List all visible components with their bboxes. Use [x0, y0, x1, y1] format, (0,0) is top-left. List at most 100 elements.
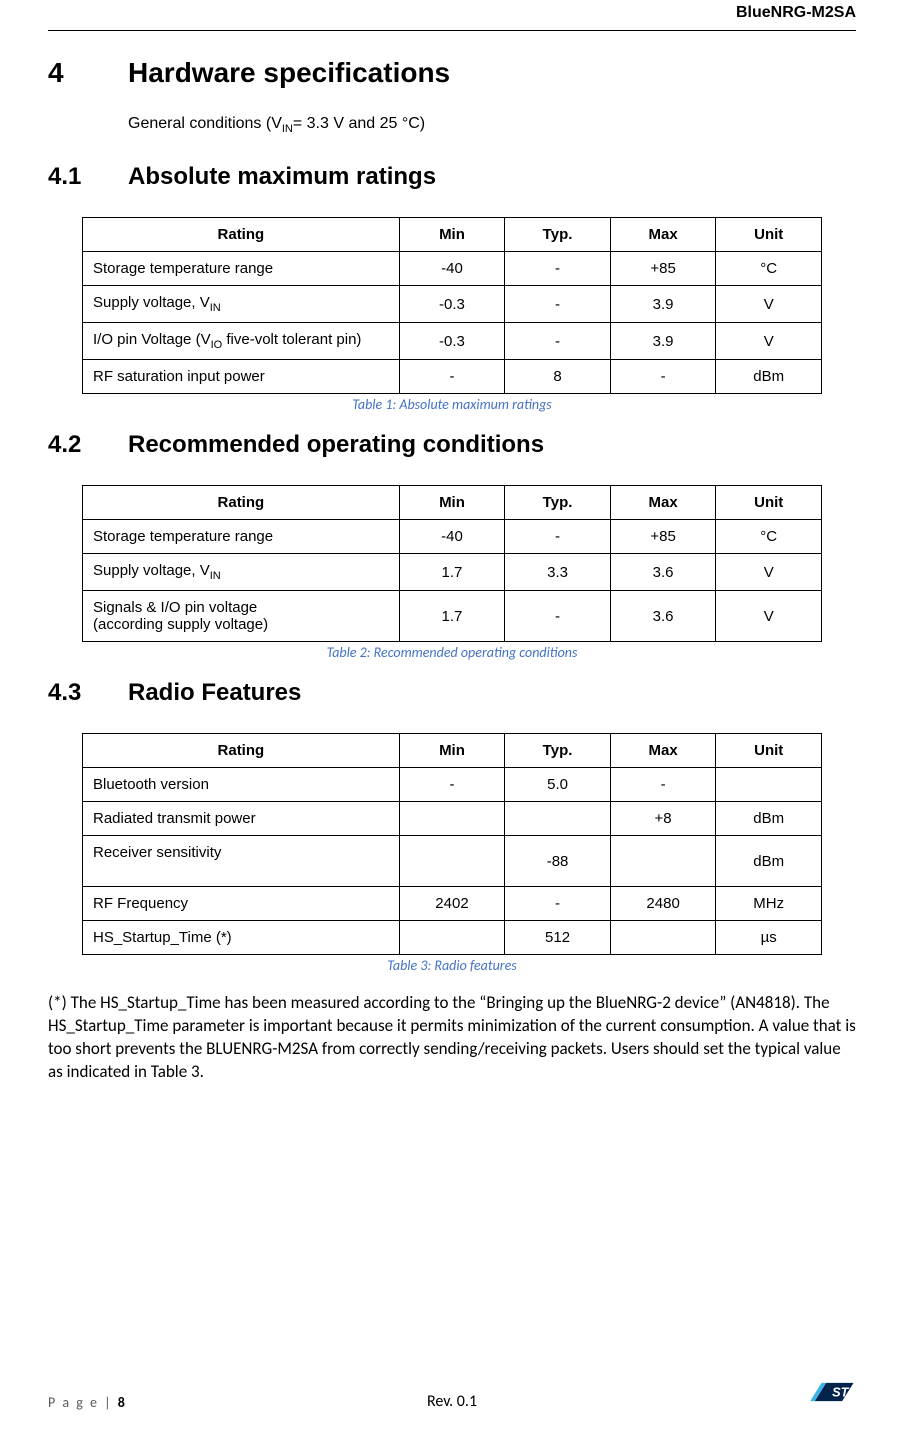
section-title: Radio Features — [128, 679, 301, 707]
rating-cell: RF saturation input power — [83, 360, 400, 394]
max-cell: 3.9 — [610, 286, 716, 323]
max-cell: 3.9 — [610, 323, 716, 360]
column-header: Unit — [716, 734, 822, 768]
section-title: Recommended operating conditions — [128, 431, 544, 459]
typ-cell: 512 — [505, 921, 611, 955]
column-header: Typ. — [505, 486, 611, 520]
unit-cell: V — [716, 286, 822, 323]
min-cell: 1.7 — [399, 591, 505, 642]
column-header: Max — [610, 734, 716, 768]
unit-cell: dBm — [716, 836, 822, 887]
min-cell — [399, 802, 505, 836]
max-cell: 2480 — [610, 887, 716, 921]
typ-cell: 8 — [505, 360, 611, 394]
table-2-caption: Table 2: Recommended operating condition… — [48, 644, 856, 661]
table-radio-features: RatingMinTyp.MaxUnitBluetooth version-5.… — [82, 733, 822, 955]
table-row: Supply voltage, VIN1.73.33.6V — [83, 554, 822, 591]
product-name: BlueNRG-M2SA — [736, 4, 856, 22]
rating-cell: Signals & I/O pin voltage(according supp… — [83, 591, 400, 642]
min-cell: 2402 — [399, 887, 505, 921]
max-cell: - — [610, 768, 716, 802]
table-absolute-maximum-ratings: RatingMinTyp.MaxUnitStorage temperature … — [82, 217, 822, 394]
rating-cell: Storage temperature range — [83, 520, 400, 554]
page-footer: P a g e | 8 Rev. 0.1 ST — [48, 1376, 856, 1411]
section-4.2-heading: 4.2 Recommended operating conditions — [48, 431, 856, 459]
rating-cell: I/O pin Voltage (VIO five-volt tolerant … — [83, 323, 400, 360]
table-row: RF Frequency2402-2480MHz — [83, 887, 822, 921]
general-conditions: General conditions (VIN= 3.3 V and 25 °C… — [128, 115, 856, 135]
unit-cell: µs — [716, 921, 822, 955]
section-number: 4.3 — [48, 679, 128, 707]
typ-cell: 5.0 — [505, 768, 611, 802]
min-cell: -40 — [399, 252, 505, 286]
max-cell: 3.6 — [610, 591, 716, 642]
min-cell — [399, 836, 505, 887]
column-header: Min — [399, 734, 505, 768]
rating-cell: HS_Startup_Time (*) — [83, 921, 400, 955]
section-number: 4.1 — [48, 163, 128, 191]
table-3-caption: Table 3: Radio features — [48, 957, 856, 974]
min-cell: - — [399, 360, 505, 394]
header-rule — [48, 30, 856, 31]
min-cell: 1.7 — [399, 554, 505, 591]
max-cell: - — [610, 360, 716, 394]
section-number: 4 — [48, 57, 128, 89]
column-header: Unit — [716, 486, 822, 520]
footer-rev: Rev. 0.1 — [48, 1392, 856, 1411]
section-title: Hardware specifications — [128, 57, 450, 89]
typ-cell: 3.3 — [505, 554, 611, 591]
table-row: Supply voltage, VIN-0.3-3.9V — [83, 286, 822, 323]
min-cell: -40 — [399, 520, 505, 554]
unit-cell: °C — [716, 520, 822, 554]
table-1-caption: Table 1: Absolute maximum ratings — [48, 396, 856, 413]
max-cell: 3.6 — [610, 554, 716, 591]
unit-cell: V — [716, 554, 822, 591]
table-row: Signals & I/O pin voltage(according supp… — [83, 591, 822, 642]
typ-cell: - — [505, 323, 611, 360]
section-4-heading: 4 Hardware specifications — [48, 57, 856, 89]
max-cell — [610, 921, 716, 955]
rating-cell: Radiated transmit power — [83, 802, 400, 836]
table-row: Receiver sensitivity -88 dBm — [83, 836, 822, 887]
rating-cell: Supply voltage, VIN — [83, 554, 400, 591]
column-header: Unit — [716, 218, 822, 252]
min-cell: - — [399, 768, 505, 802]
column-header: Typ. — [505, 218, 611, 252]
unit-cell: V — [716, 591, 822, 642]
unit-cell: °C — [716, 252, 822, 286]
section-number: 4.2 — [48, 431, 128, 459]
typ-cell: - — [505, 252, 611, 286]
max-cell — [610, 836, 716, 887]
unit-cell: V — [716, 323, 822, 360]
rating-cell: Bluetooth version — [83, 768, 400, 802]
table-row: I/O pin Voltage (VIO five-volt tolerant … — [83, 323, 822, 360]
max-cell: +8 — [610, 802, 716, 836]
column-header: Min — [399, 218, 505, 252]
unit-cell: dBm — [716, 802, 822, 836]
section-4.1-heading: 4.1 Absolute maximum ratings — [48, 163, 856, 191]
rating-cell: Receiver sensitivity — [83, 836, 400, 887]
column-header: Rating — [83, 734, 400, 768]
footnote-hs-startup: (*) The HS_Startup_Time has been measure… — [48, 992, 856, 1084]
max-cell: +85 — [610, 520, 716, 554]
column-header: Rating — [83, 486, 400, 520]
max-cell: +85 — [610, 252, 716, 286]
table-row: Radiated transmit power +8dBm — [83, 802, 822, 836]
unit-cell: MHz — [716, 887, 822, 921]
min-cell — [399, 921, 505, 955]
rating-cell: RF Frequency — [83, 887, 400, 921]
min-cell: -0.3 — [399, 323, 505, 360]
section-title: Absolute maximum ratings — [128, 163, 436, 191]
table-row: HS_Startup_Time (*) 512 µs — [83, 921, 822, 955]
table-recommended-operating-conditions: RatingMinTyp.MaxUnitStorage temperature … — [82, 485, 822, 642]
table-row: RF saturation input power-8-dBm — [83, 360, 822, 394]
typ-cell: -88 — [505, 836, 611, 887]
unit-cell: dBm — [716, 360, 822, 394]
typ-cell: - — [505, 591, 611, 642]
column-header: Rating — [83, 218, 400, 252]
rating-cell: Supply voltage, VIN — [83, 286, 400, 323]
typ-cell: - — [505, 286, 611, 323]
section-4.3-heading: 4.3 Radio Features — [48, 679, 856, 707]
column-header: Min — [399, 486, 505, 520]
column-header: Max — [610, 218, 716, 252]
